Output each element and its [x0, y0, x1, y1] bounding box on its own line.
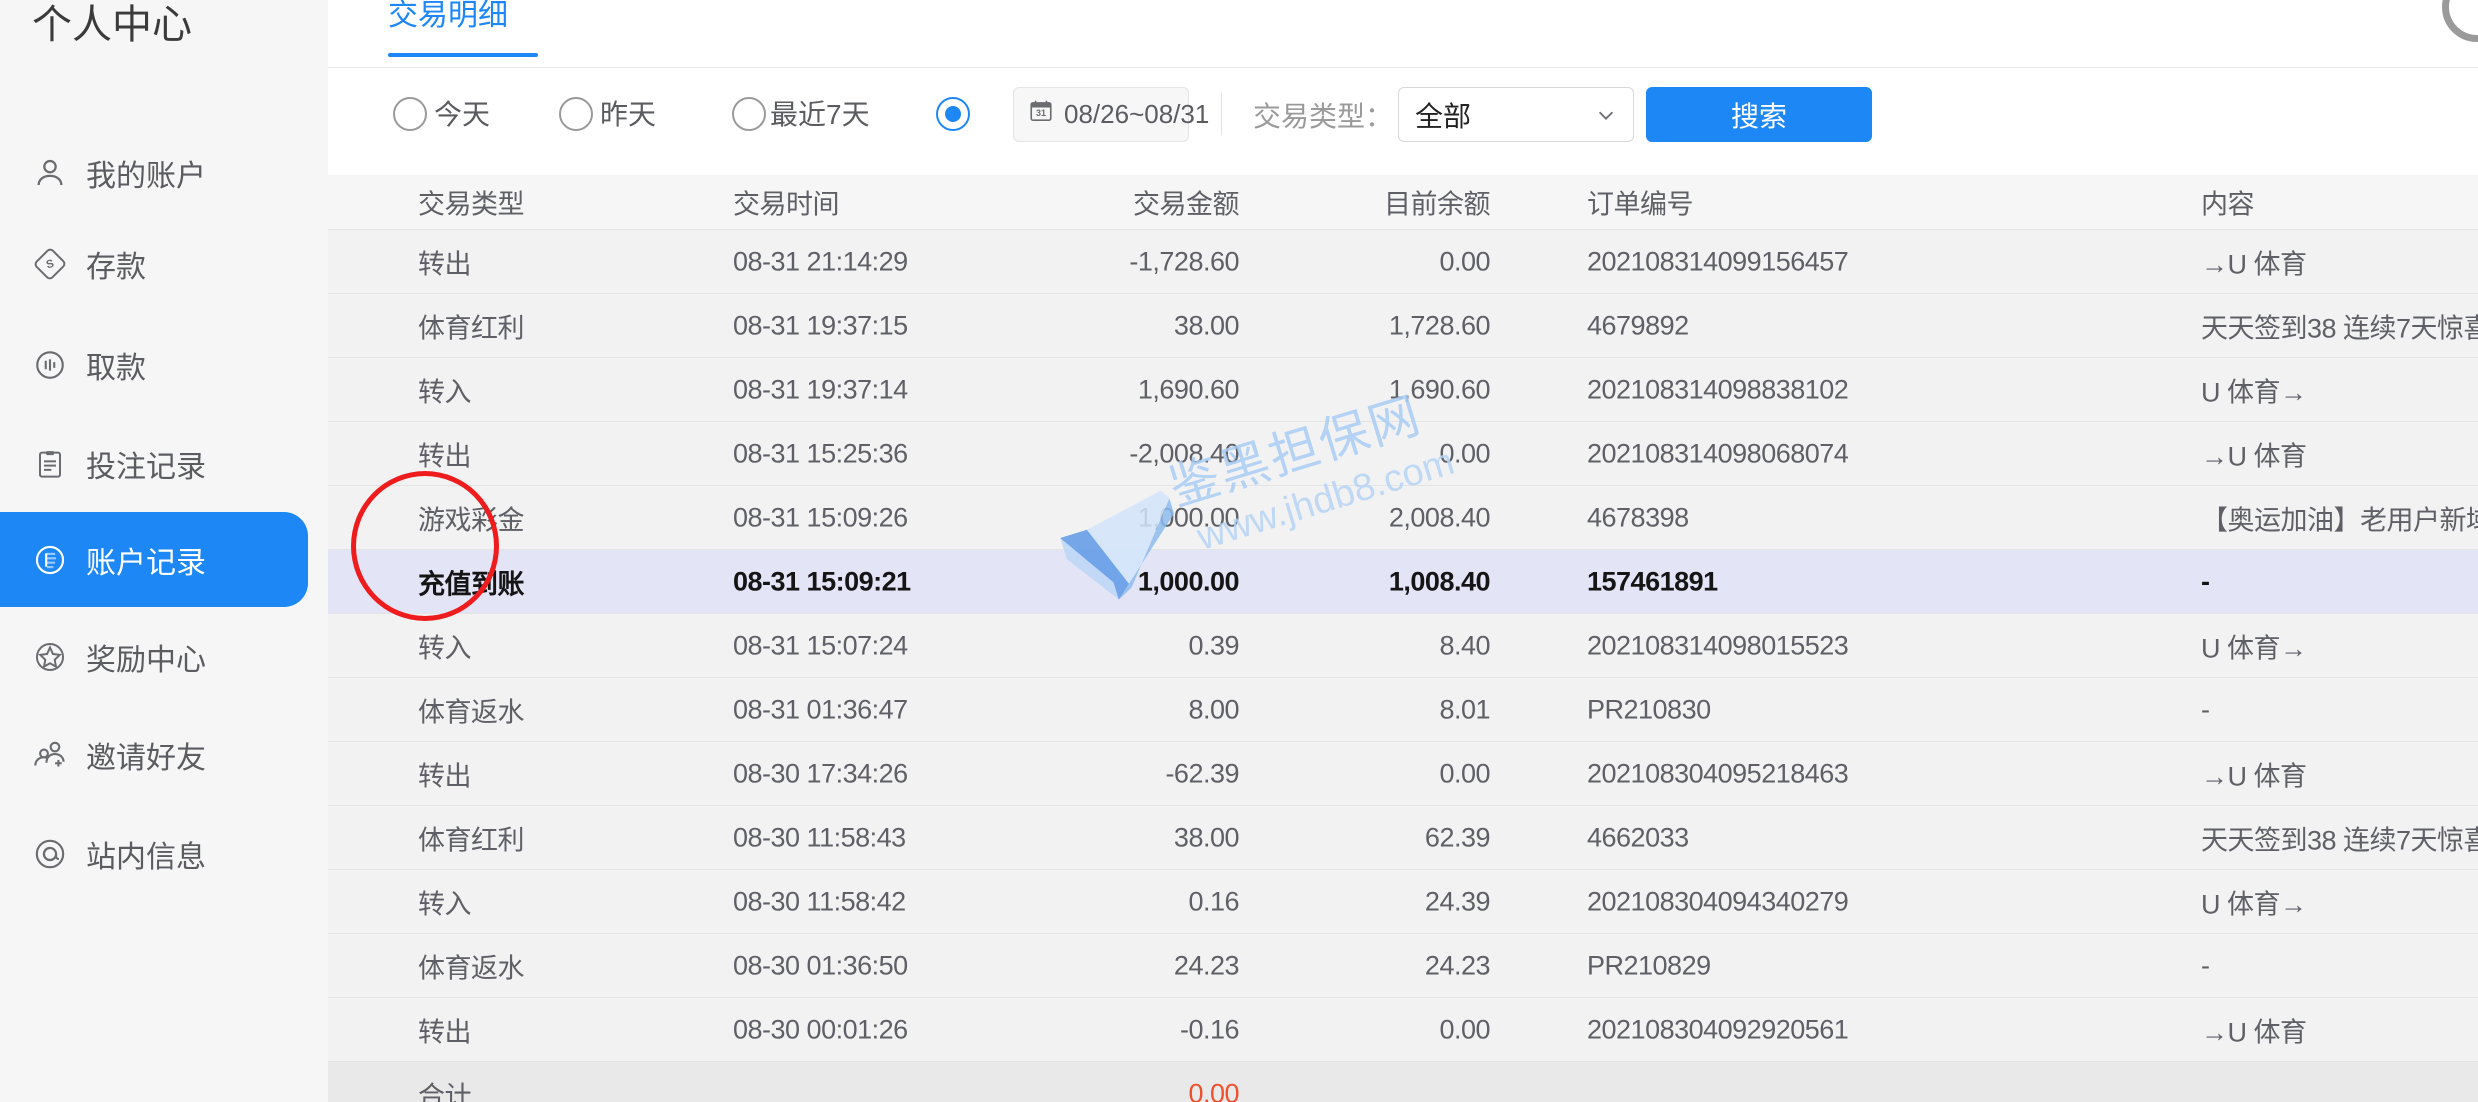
svg-text:S: S: [45, 257, 56, 271]
svg-text:31: 31: [1036, 108, 1046, 118]
